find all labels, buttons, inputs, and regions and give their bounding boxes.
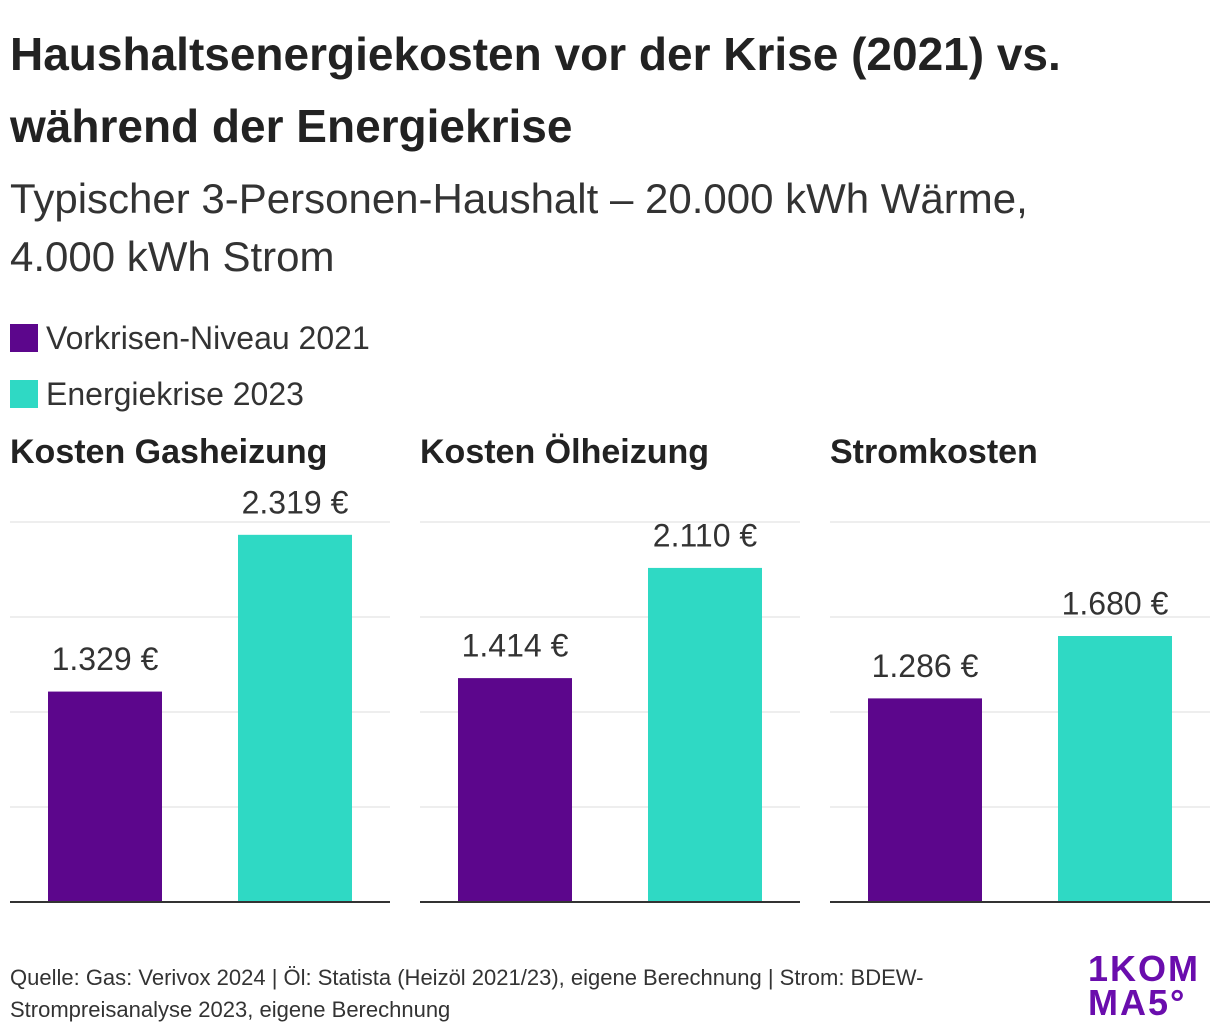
value-label: 1.329 € [52, 641, 159, 677]
chart-subtitle: Typischer 3-Personen-Haushalt – 20.000 k… [10, 175, 1028, 280]
legend-label: Vorkrisen-Niveau 2021 [46, 319, 370, 356]
value-label: 1.680 € [1062, 585, 1169, 621]
bar [48, 691, 162, 902]
bar [1058, 636, 1172, 902]
bar [648, 567, 762, 902]
legend-label: Energiekrise 2023 [46, 375, 304, 412]
bar [868, 698, 982, 902]
legend-item: Vorkrisen-Niveau 2021 [10, 310, 370, 366]
chart-title: Haushaltsenergiekosten vor der Krise (20… [10, 28, 1061, 152]
value-label: 2.110 € [653, 517, 758, 553]
logo: 1KOM MA5° [1088, 948, 1201, 1023]
logo-line: MA5° [1088, 982, 1187, 1023]
panel-title: Kosten Gasheizung [10, 433, 327, 471]
legend-item: Energiekrise 2023 [10, 366, 370, 422]
panel-title: Kosten Ölheizung [420, 433, 709, 471]
charts: Kosten Gasheizung 1.329 € 2.319 € Kosten Öl… [10, 433, 1210, 903]
legend: Vorkrisen-Niveau 2021 Energiekrise 2023 [10, 310, 370, 422]
value-label: 2.319 € [242, 484, 349, 520]
legend-swatch [10, 324, 38, 352]
value-label: 1.286 € [872, 648, 979, 684]
bar [458, 678, 572, 902]
bar [238, 534, 352, 902]
legend-swatch [10, 380, 38, 408]
logo-line: 1KOM [1088, 948, 1201, 989]
source-note: Quelle: Gas: Verivox 2024 | Öl: Statista… [10, 965, 924, 1022]
value-label: 1.414 € [462, 628, 569, 664]
panel-title: Stromkosten [830, 433, 1038, 471]
